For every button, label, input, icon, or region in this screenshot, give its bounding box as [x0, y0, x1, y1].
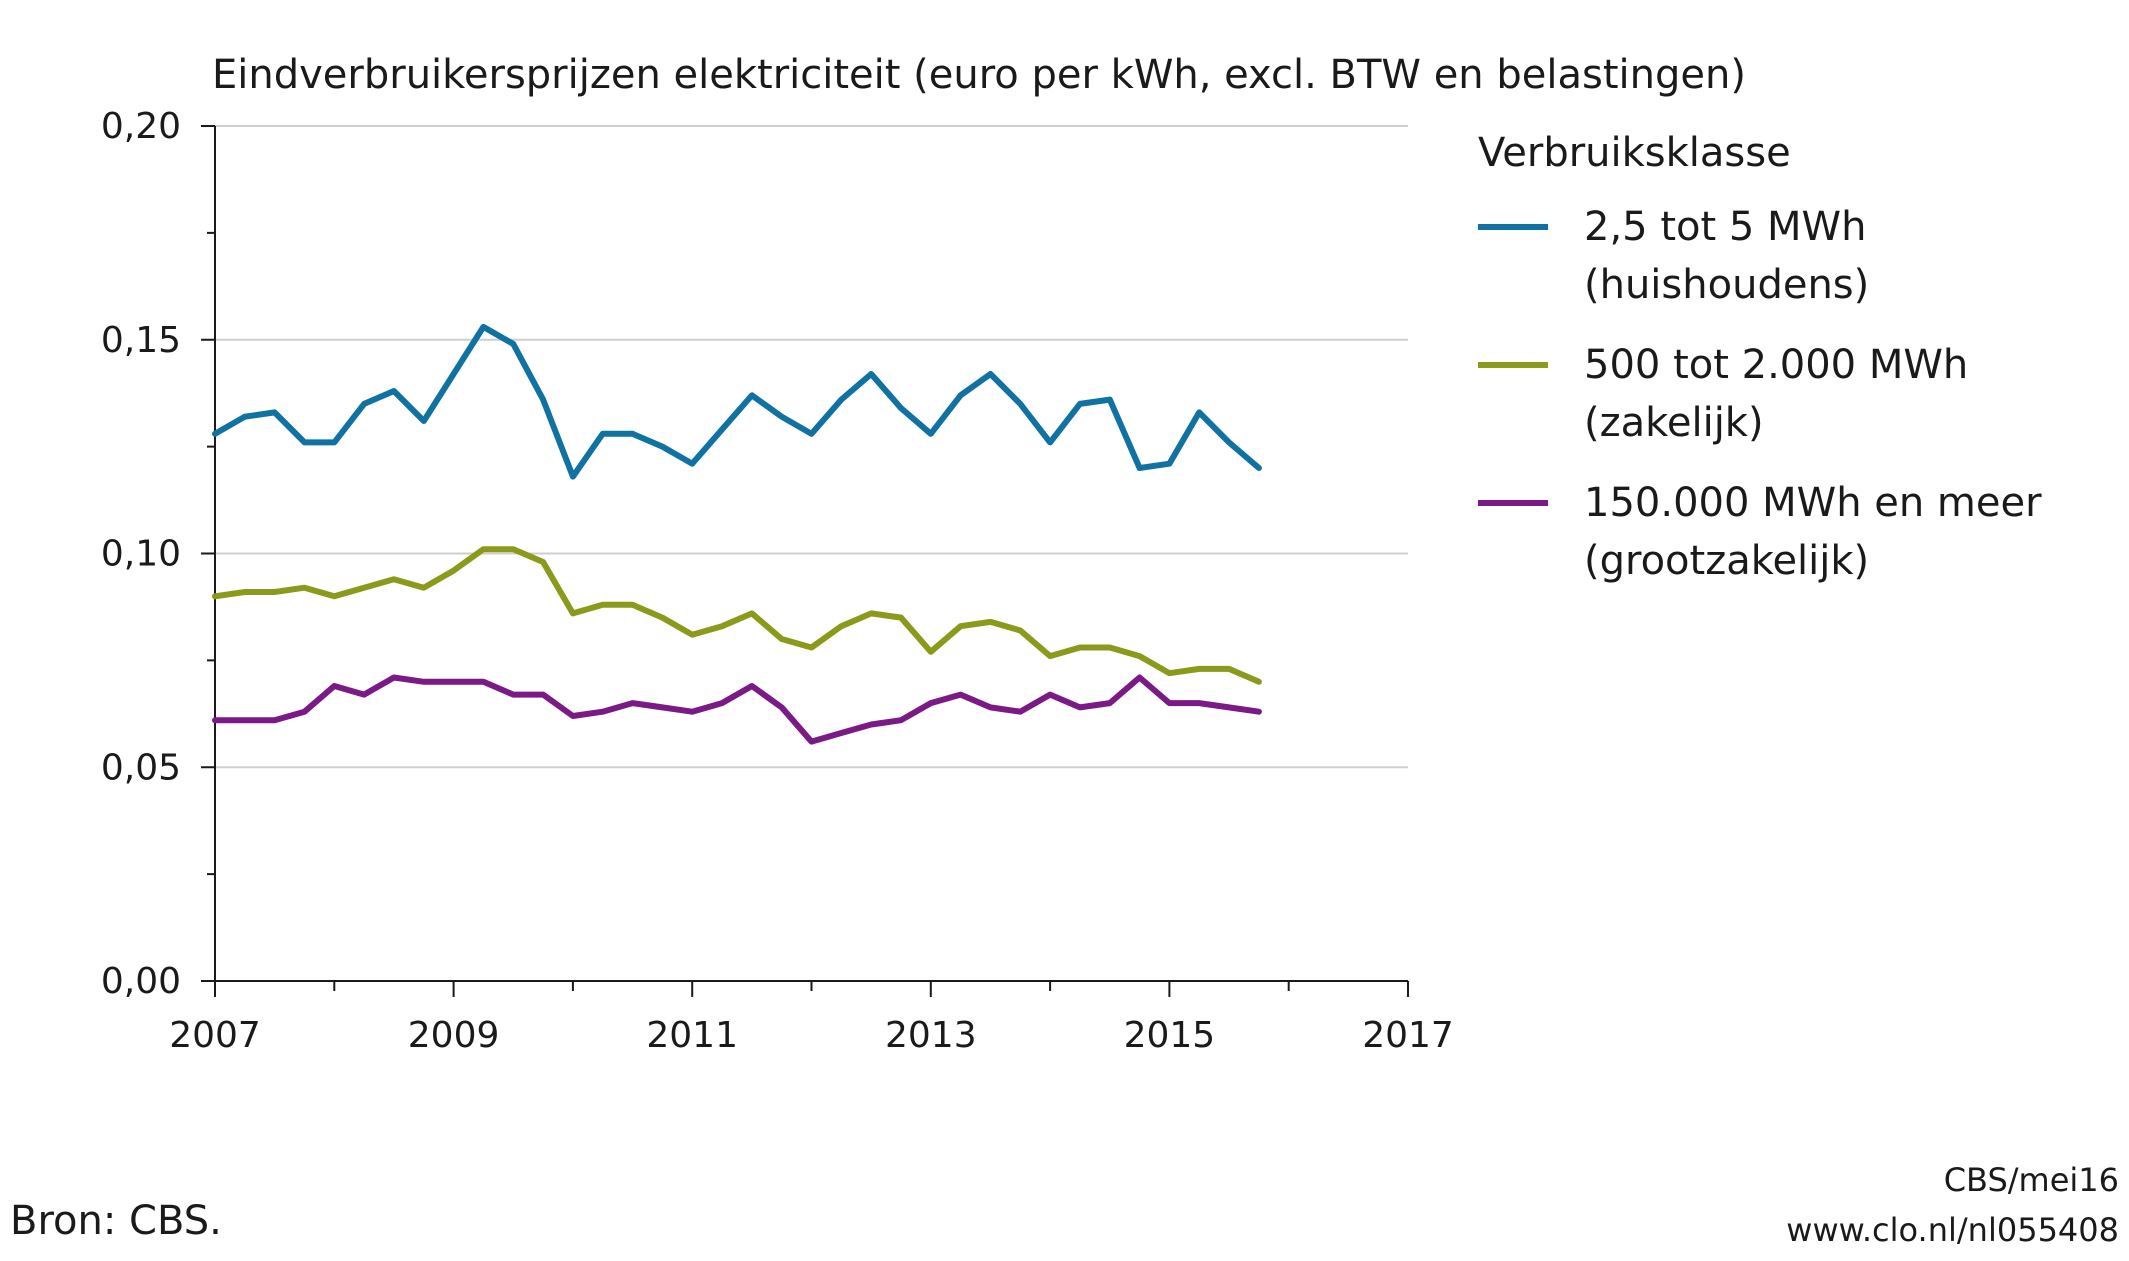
y-tick-label-4: 0,20: [101, 106, 181, 147]
legend: Verbruiksklasse 2,5 tot 5 MWh (huishoude…: [1478, 130, 2042, 612]
axes: 0,00 0,05 0,10 0,15 0,20 2007 2009 2011 2013 2015…: [101, 106, 1454, 1056]
series-line-households: [212, 323, 1262, 480]
legend-label-large-business-line2: (grootzakelijk): [1584, 538, 1870, 584]
legend-title: Verbruiksklasse: [1478, 130, 1791, 176]
gridlines: [215, 125, 1408, 769]
series-layer: [212, 323, 1262, 745]
legend-item-households: 2,5 tot 5 MWh (huishoudens): [1478, 198, 2042, 314]
legend-label-large-business: 150.000 MWh en meer (grootzakelijk): [1584, 474, 2042, 590]
x-tick-label-2: 2011: [646, 1015, 738, 1056]
legend-label-households: 2,5 tot 5 MWh (huishoudens): [1584, 198, 1869, 314]
y-tick-label-3: 0,15: [101, 320, 181, 361]
credit: CBS/mei16 www.clo.nl/nl055408: [1786, 1155, 2119, 1255]
legend-label-large-business-line1: 150.000 MWh en meer: [1584, 480, 2042, 526]
credit-line1: CBS/mei16: [1943, 1161, 2119, 1199]
y-tick-label-1: 0,05: [101, 747, 181, 788]
legend-label-households-line2: (huishoudens): [1584, 262, 1870, 308]
series-line-large-business: [212, 674, 1262, 745]
y-tick-label-2: 0,10: [101, 534, 181, 575]
x-tick-label-1: 2009: [408, 1015, 500, 1056]
chart-title: Eindverbruikersprijzen elektriciteit (eu…: [212, 52, 1746, 98]
legend-swatch-large-business: [1478, 500, 1548, 506]
x-tick-label-4: 2015: [1124, 1015, 1216, 1056]
source-note: Bron: CBS.: [10, 1198, 222, 1244]
legend-item-business: 500 tot 2.000 MWh (zakelijk): [1478, 336, 2042, 452]
legend-swatch-business: [1478, 362, 1548, 368]
x-tick-label-3: 2013: [885, 1015, 977, 1056]
x-tick-label-5: 2017: [1362, 1015, 1454, 1056]
y-tick-label-0: 0,00: [101, 961, 181, 1002]
legend-label-business-line2: (zakelijk): [1584, 400, 1764, 446]
legend-item-large-business: 150.000 MWh en meer (grootzakelijk): [1478, 474, 2042, 590]
x-tick-label-0: 2007: [169, 1015, 261, 1056]
legend-label-households-line1: 2,5 tot 5 MWh: [1584, 204, 1867, 250]
legend-label-business-line1: 500 tot 2.000 MWh: [1584, 342, 1969, 388]
credit-line2: www.clo.nl/nl055408: [1786, 1211, 2119, 1249]
series-line-business: [212, 546, 1262, 685]
legend-swatch-households: [1478, 224, 1548, 230]
legend-label-business: 500 tot 2.000 MWh (zakelijk): [1584, 336, 1968, 452]
